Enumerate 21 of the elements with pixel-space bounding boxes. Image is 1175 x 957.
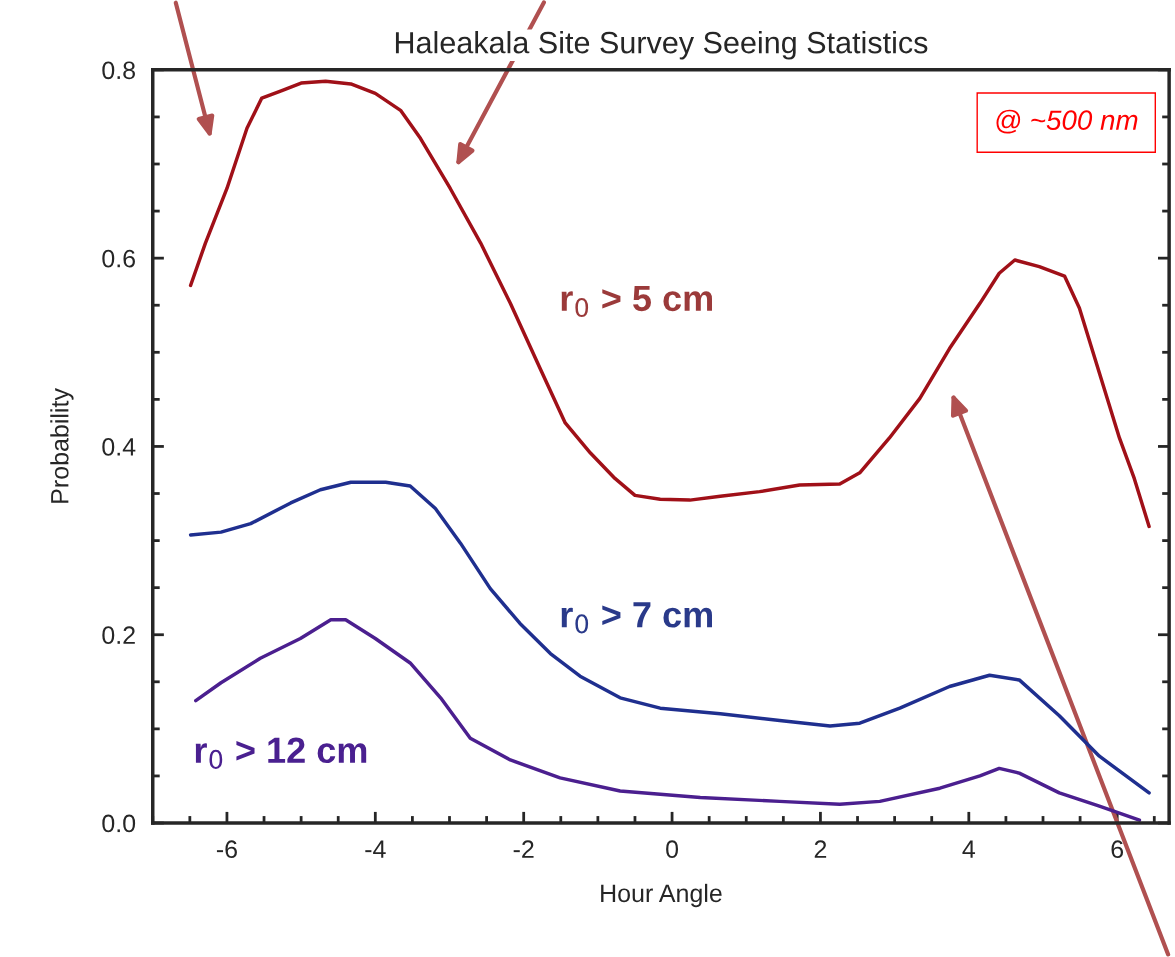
- x-tick-label: 0: [666, 840, 679, 859]
- series-label: r$_{0}$ > 5 cm: [561, 285, 712, 318]
- chart-title: Haleakala Site Survey Seeing Statistics: [395, 31, 928, 60]
- line-series: [188, 79, 1151, 529]
- line-series: [188, 480, 1151, 795]
- series-label: r$_{0}$ > 12 cm: [195, 737, 367, 769]
- x-tick-label: -6: [216, 840, 237, 859]
- y-tick-label: 0.8: [102, 61, 135, 80]
- y-tick-label: 0.0: [102, 814, 136, 833]
- y-tick-label: 0.4: [102, 438, 136, 456]
- x-tick-label: 6: [1111, 840, 1124, 859]
- y-tick-label: 0.6: [102, 249, 135, 268]
- x-tick-label: 2: [814, 840, 827, 858]
- x-tick-label: 4: [962, 840, 976, 858]
- x-tick-label: -2: [513, 840, 534, 858]
- annotation: @ ~500 nm: [996, 109, 1138, 134]
- x-axis-title: Hour Angle: [601, 883, 722, 908]
- y-tick-label: 0.2: [102, 626, 135, 645]
- y-axis-title: Probability: [50, 388, 74, 503]
- x-tick-label: -4: [365, 840, 386, 858]
- series-label: r$_{0}$ > 7 cm: [561, 602, 712, 634]
